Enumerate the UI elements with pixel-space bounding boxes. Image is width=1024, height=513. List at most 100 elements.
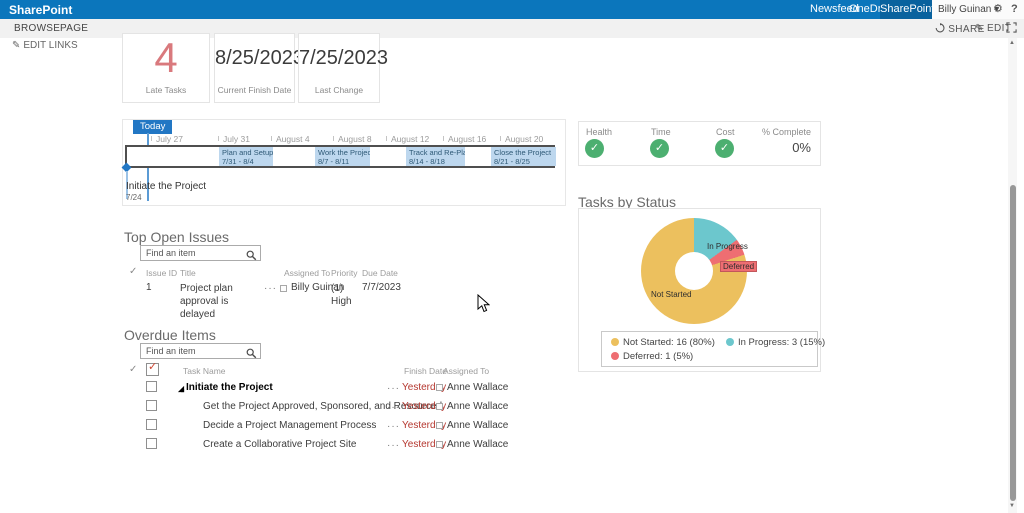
- row-checkbox[interactable]: [146, 419, 157, 430]
- finish-date: Yesterday: [402, 401, 447, 412]
- timeline-phase[interactable]: Work the Project 8/7 - 8/11: [315, 147, 370, 166]
- legend-item: Not Started: 16 (80%): [611, 337, 715, 348]
- focus-mode-button[interactable]: [1006, 22, 1017, 36]
- nav-newsfeed[interactable]: Newsfeed: [810, 3, 859, 15]
- scroll-down-icon[interactable]: ▼: [1009, 503, 1015, 509]
- timeline-phase[interactable]: Plan and Setup th... 7/31 - 8/4: [219, 147, 273, 166]
- issue-title[interactable]: Project plan approval is delayed: [180, 283, 233, 320]
- col-title[interactable]: Title: [180, 268, 196, 278]
- row-checkbox[interactable]: [146, 400, 157, 411]
- issue-priority: (1) High: [331, 283, 352, 307]
- col-assigned-to[interactable]: Assigned To: [443, 366, 490, 376]
- kpi-card-current-finish: 8/25/2023 Current Finish Date: [214, 33, 304, 103]
- ellipsis-menu-icon[interactable]: ···: [387, 402, 400, 413]
- task-assigned-to: Anne Wallace: [447, 382, 509, 393]
- ellipsis-menu-icon[interactable]: ···: [387, 440, 400, 451]
- pencil-icon: ✎: [975, 23, 984, 34]
- time-check-icon: ✓: [650, 139, 669, 158]
- today-badge: Today: [133, 120, 173, 134]
- legend-label: Deferred: 1 (5%): [623, 351, 694, 362]
- tab-browse[interactable]: BROWSE: [14, 23, 61, 34]
- help-icon[interactable]: ?: [1011, 3, 1018, 15]
- legend-dot: [611, 352, 619, 360]
- phase-range: 8/14 - 8/18: [409, 157, 445, 166]
- row-checkbox[interactable]: [146, 381, 157, 392]
- overdue-search-input[interactable]: [141, 344, 244, 358]
- milestone-line: [126, 171, 128, 199]
- col-task-name[interactable]: Task Name: [183, 366, 226, 376]
- mouse-cursor: [477, 294, 490, 313]
- presence-indicator: [436, 441, 443, 448]
- task-name[interactable]: Get the Project Approved, Sponsored, and…: [203, 401, 443, 412]
- edit-links-label: EDIT LINKS: [23, 40, 78, 51]
- tasks-by-status-chart: In Progress Deferred Not Started Not Sta…: [578, 208, 825, 372]
- last-change-label: Last Change: [314, 85, 364, 95]
- task-name[interactable]: Initiate the Project: [186, 382, 273, 393]
- row-checkbox[interactable]: [146, 438, 157, 449]
- presence-indicator: [436, 384, 443, 391]
- timeline-phase[interactable]: Track and Re-Plan... 8/14 - 8/18: [406, 147, 465, 166]
- ellipsis-menu-icon[interactable]: ···: [387, 421, 400, 432]
- phase-name: Track and Re-Plan...: [409, 148, 465, 157]
- edit-label: EDIT: [986, 23, 1012, 34]
- task-assigned-to: Anne Wallace: [447, 439, 509, 450]
- phase-name: Work the Project: [318, 148, 370, 157]
- late-tasks-value: 4: [154, 34, 178, 81]
- task-name[interactable]: Create a Collaborative Project Site: [203, 439, 357, 450]
- user-menu[interactable]: Billy Guinan ▾: [938, 4, 999, 15]
- legend-label: In Progress: 3 (15%): [738, 337, 826, 348]
- collapse-triangle-icon[interactable]: [177, 385, 185, 393]
- search-icon[interactable]: [246, 346, 257, 364]
- slice-label-in-progress: In Progress: [707, 242, 748, 251]
- col-finish-date[interactable]: Finish Date: [404, 366, 447, 376]
- select-column-icon: ✓: [129, 364, 138, 375]
- timeline-phase[interactable]: Close the Project 8/21 - 8/25: [491, 147, 556, 166]
- legend-dot: [611, 338, 619, 346]
- phase-name: Close the Project: [494, 148, 552, 157]
- overdue-search-box: [140, 343, 261, 359]
- ellipsis-menu-icon[interactable]: ···: [387, 383, 400, 394]
- user-segment: Billy Guinan ▾ ⚙ ?: [932, 0, 1024, 19]
- ellipsis-menu-icon[interactable]: ···: [264, 283, 277, 294]
- health-label: Health: [586, 127, 613, 137]
- share-button[interactable]: SHARE: [935, 23, 985, 35]
- nav-sharepoint-active[interactable]: SharePoint: [880, 0, 934, 19]
- slice-label-deferred: Deferred: [720, 261, 758, 272]
- issue-assigned-to: Billy Guinan: [291, 282, 345, 293]
- col-due-date[interactable]: Due Date: [362, 268, 398, 278]
- suite-bar: SharePoint Newsfeed OneDrive SharePoint …: [0, 0, 1024, 19]
- late-tasks-label: Late Tasks: [145, 85, 187, 95]
- phase-range: 7/31 - 8/4: [222, 157, 254, 166]
- issue-id-link[interactable]: 1: [146, 282, 152, 293]
- issues-search-box: [140, 245, 261, 261]
- gear-icon[interactable]: ⚙: [993, 3, 1003, 15]
- task-name[interactable]: Decide a Project Management Process: [203, 420, 377, 431]
- col-issue-id[interactable]: Issue ID: [146, 268, 178, 278]
- select-all-checkbox[interactable]: ✓: [146, 361, 159, 376]
- timeline-date: August 16: [442, 134, 487, 144]
- scroll-up-icon[interactable]: ▲: [1009, 40, 1015, 46]
- issues-search-input[interactable]: [141, 246, 244, 260]
- last-change-value: 7/25/2023: [299, 47, 388, 69]
- edit-button[interactable]: ✎ EDIT: [975, 23, 1011, 34]
- col-priority[interactable]: Priority: [331, 268, 358, 278]
- cost-check-icon: ✓: [715, 139, 734, 158]
- edit-links-button[interactable]: ✎ EDIT LINKS: [12, 40, 78, 51]
- phase-range: 8/21 - 8/25: [494, 157, 530, 166]
- presence-indicator: [436, 403, 443, 410]
- scrollbar-thumb[interactable]: [1009, 185, 1016, 501]
- select-column-icon: ✓: [129, 266, 138, 277]
- tab-page[interactable]: PAGE: [60, 23, 89, 34]
- current-finish-label: Current Finish Date: [217, 85, 292, 95]
- col-assigned-to[interactable]: Assigned To: [284, 268, 331, 278]
- timeline-date: July 27: [151, 134, 183, 144]
- timeline-date: August 20: [499, 134, 544, 144]
- focus-mode-icon: [1006, 22, 1017, 33]
- search-icon[interactable]: [246, 248, 257, 266]
- finish-date: Yesterday: [402, 420, 447, 431]
- timeline-date: August 4: [271, 134, 310, 144]
- share-label: SHARE: [948, 24, 985, 35]
- timeline-bar: Plan and Setup th... 7/31 - 8/4 Work the…: [125, 145, 556, 168]
- share-icon: [935, 23, 945, 33]
- sharepoint-logo: SharePoint: [9, 3, 73, 17]
